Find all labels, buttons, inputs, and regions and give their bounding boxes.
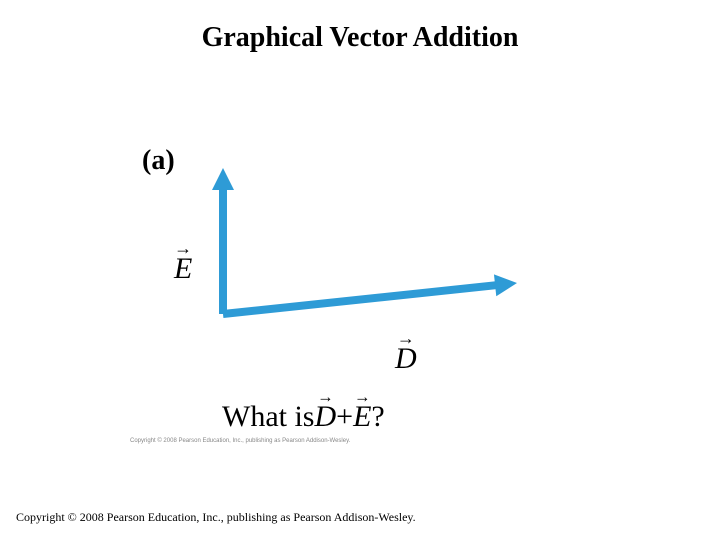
vector-d (223, 274, 517, 314)
question-prefix: What is (222, 400, 314, 434)
vector-diagram (0, 0, 720, 540)
question-plus: + (336, 400, 353, 434)
question-suffix: ? (371, 400, 384, 434)
question-vector-e: →E (353, 400, 371, 434)
figure-copyright: Copyright © 2008 Pearson Education, Inc.… (130, 438, 350, 444)
question-vector-d: →D (314, 400, 336, 434)
vector-d-label: → D (395, 342, 417, 376)
vector-e (212, 168, 234, 314)
vector-e-label: → E (174, 252, 192, 286)
question-text: What is →D + →E? (222, 400, 385, 434)
slide-copyright: Copyright © 2008 Pearson Education, Inc.… (16, 510, 416, 525)
